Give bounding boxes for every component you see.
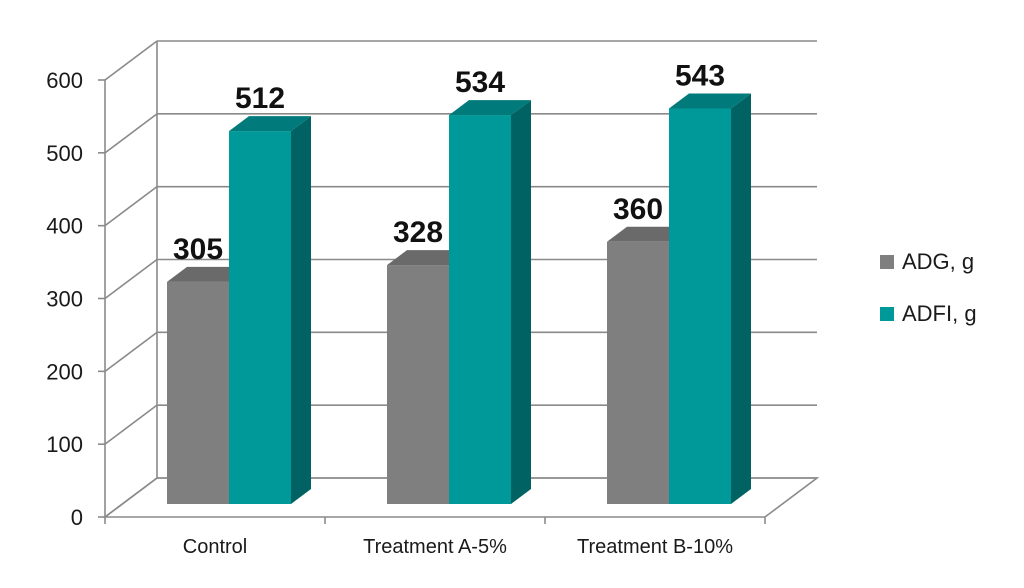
bar-top <box>167 266 249 282</box>
bar <box>607 241 669 505</box>
data-label: 512 <box>235 82 285 115</box>
data-label: 543 <box>675 60 725 93</box>
gridline-side <box>104 258 158 300</box>
data-label: 360 <box>613 193 663 226</box>
y-tick-label: 600 <box>46 68 83 93</box>
legend-label: ADG, g <box>902 249 974 274</box>
y-tick-label: 0 <box>71 505 83 530</box>
bars <box>167 93 751 505</box>
bar-side <box>291 116 311 505</box>
bar-top <box>229 116 311 132</box>
bar-top <box>387 250 469 266</box>
bar-side <box>511 100 531 504</box>
y-tick-label: 200 <box>46 359 83 384</box>
bar <box>229 131 291 505</box>
gridline-side <box>104 331 158 372</box>
data-label: 305 <box>173 233 223 266</box>
gridline-side <box>104 477 158 518</box>
bar-top <box>607 226 689 242</box>
legend-label: ADFI, g <box>902 301 977 326</box>
y-tick-label: 300 <box>46 287 83 312</box>
gridline-side <box>104 404 158 445</box>
gridline-side <box>104 113 158 154</box>
bar <box>669 108 731 504</box>
bar <box>449 115 511 504</box>
x-category-label: Treatment A-5% <box>363 536 507 558</box>
data-label: 328 <box>393 216 443 249</box>
bar-top <box>449 100 531 116</box>
gridline-side <box>104 40 158 81</box>
y-tick-label: 500 <box>46 141 83 166</box>
legend-swatch <box>880 255 894 269</box>
data-label: 534 <box>455 66 505 99</box>
gridline-side <box>104 186 158 227</box>
x-axis-category-labels: Control Treatment A-5% Treatment B-10% <box>183 536 733 558</box>
legend: ADG, g ADFI, g <box>880 249 977 326</box>
legend-swatch <box>880 307 894 321</box>
data-labels: 305 512 328 534 360 543 <box>173 60 725 266</box>
y-axis-tick-labels: 0 100 200 300 400 500 600 <box>46 68 83 530</box>
bar-side <box>731 93 751 504</box>
x-category-label: Treatment B-10% <box>577 536 733 558</box>
bar-top <box>669 93 751 109</box>
bar <box>387 265 449 504</box>
bar <box>167 281 229 504</box>
y-tick-label: 100 <box>46 432 83 457</box>
y-tick-label: 400 <box>46 214 83 239</box>
x-category-label: Control <box>183 536 247 558</box>
